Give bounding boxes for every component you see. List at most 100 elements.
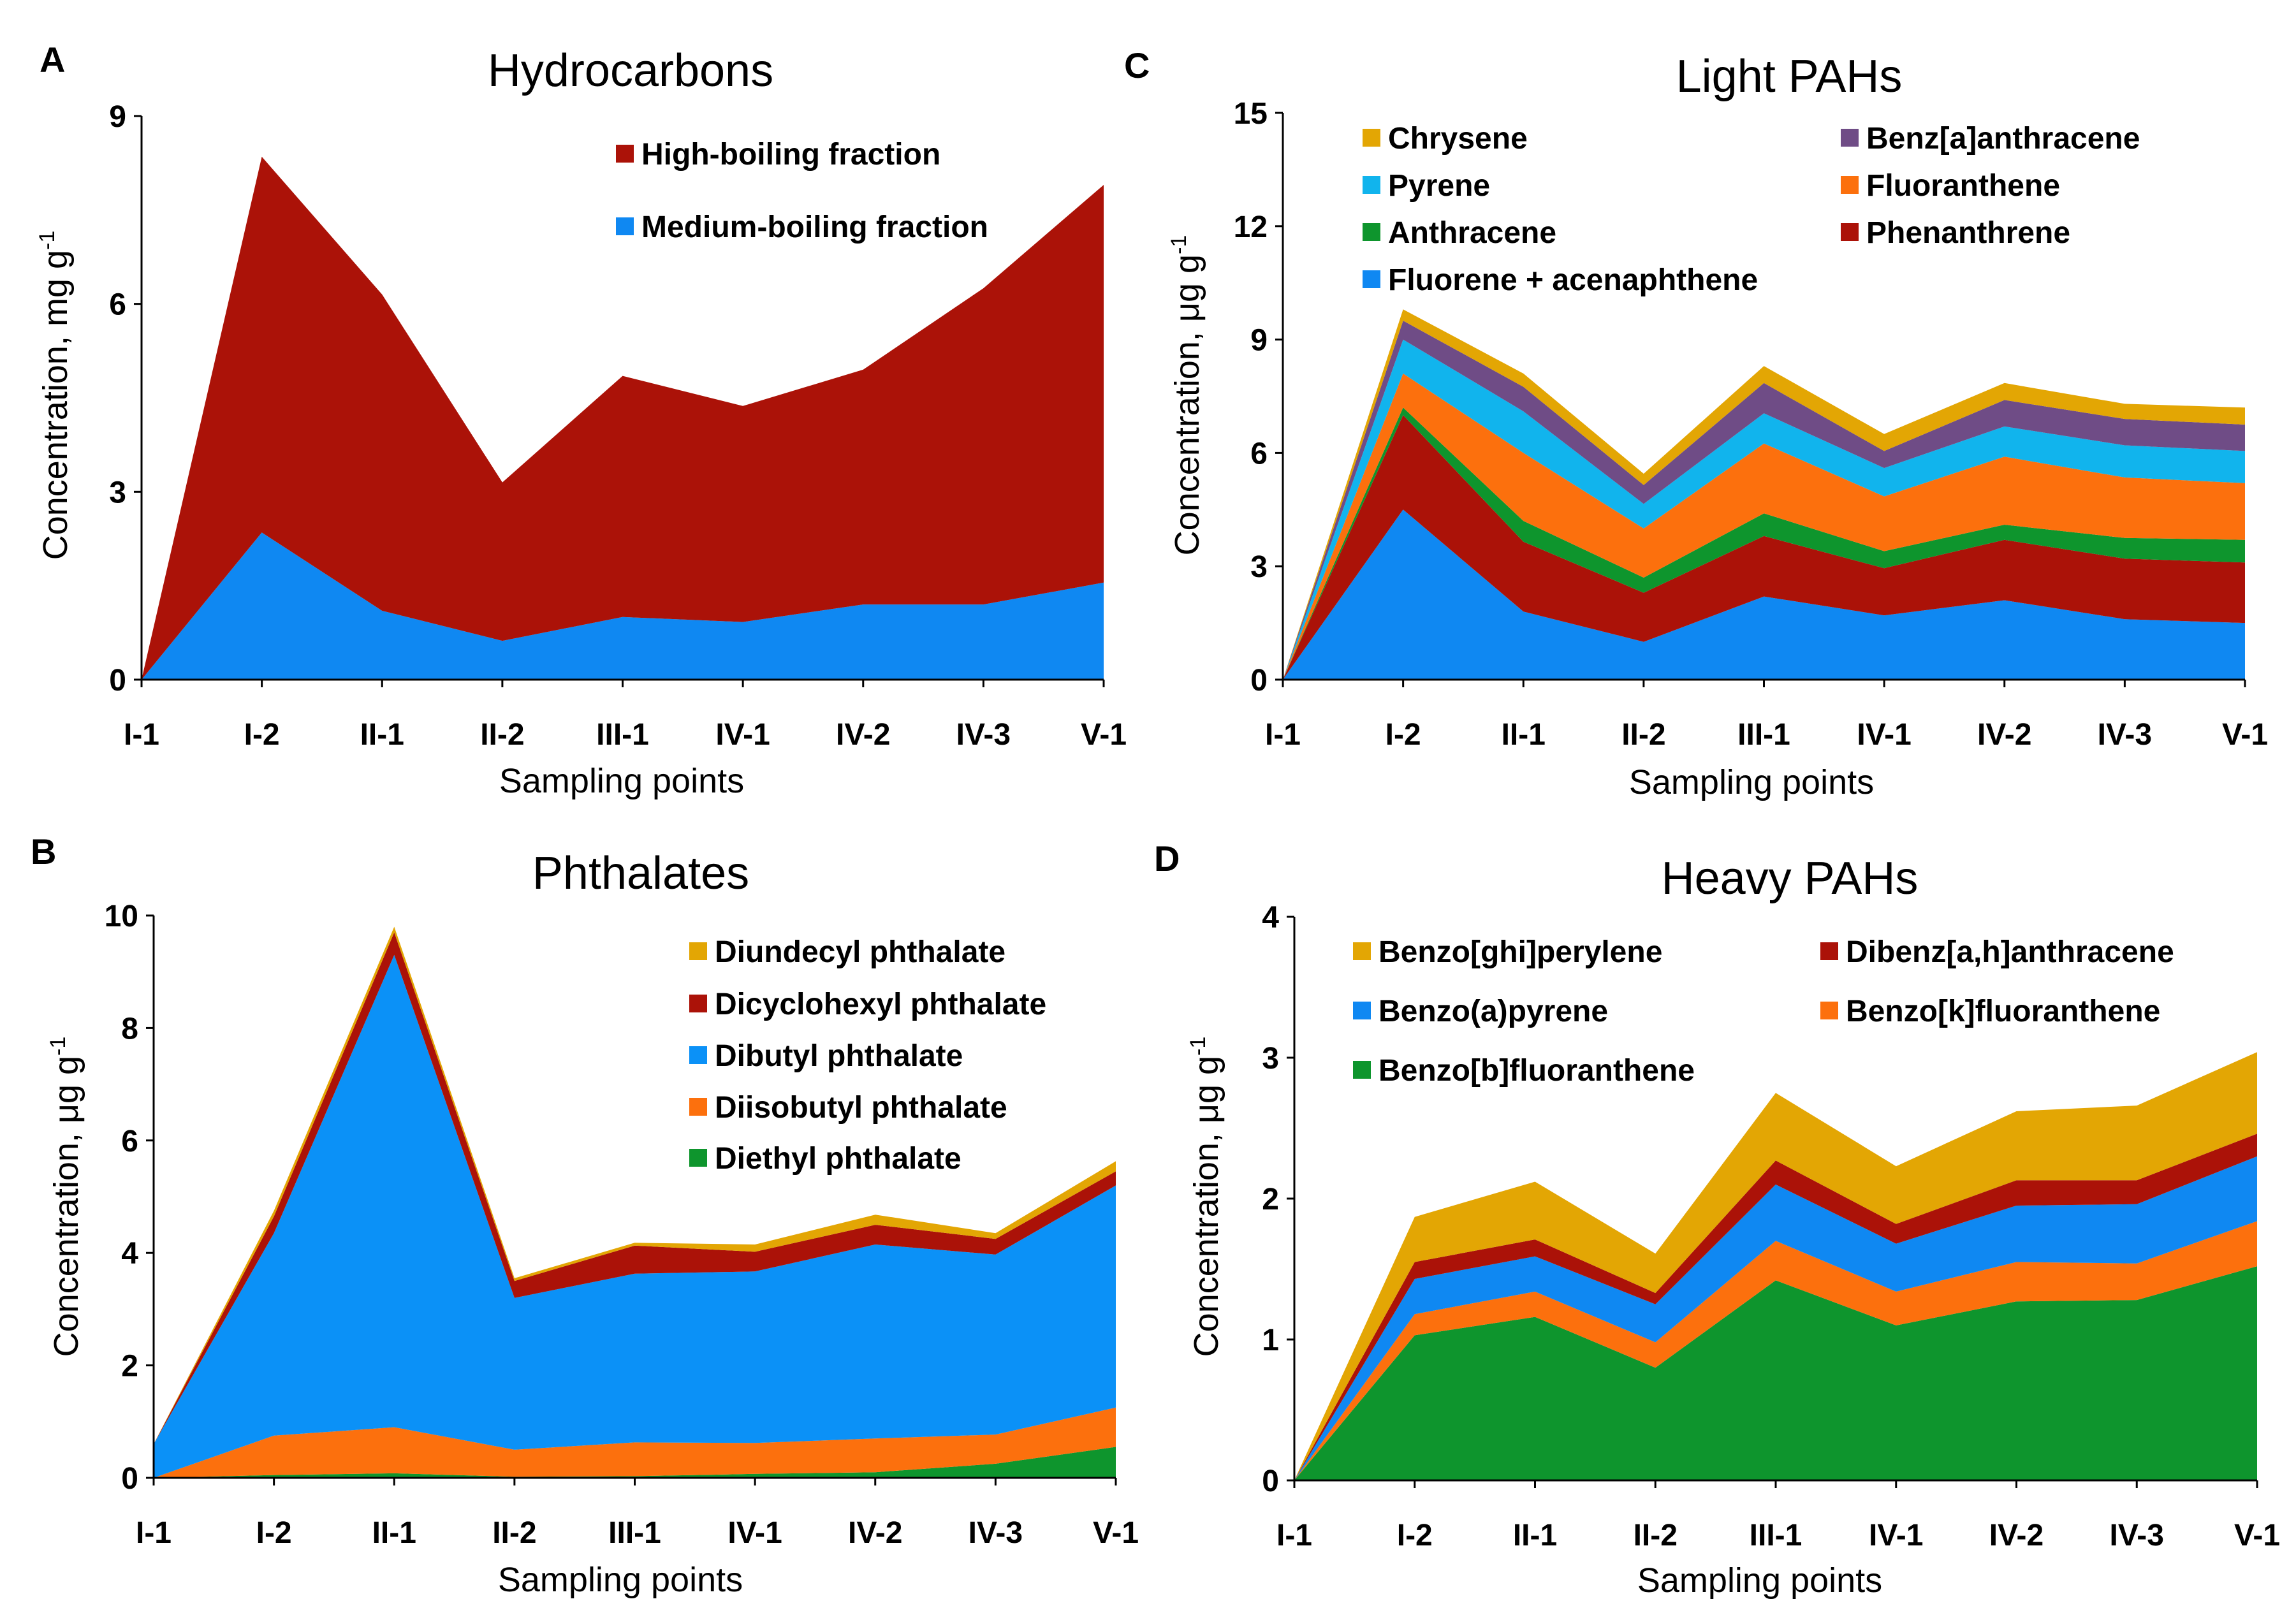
legend-swatch-fluorene-acenaphthene xyxy=(1363,270,1380,288)
y-tick-label: 3 xyxy=(109,476,126,509)
y-tick-label: 1 xyxy=(1262,1324,1279,1357)
legend-label-diisobutyl-phthalate: Diisobutyl phthalate xyxy=(715,1091,1007,1125)
panel-c-title: Light PAHs xyxy=(1676,51,1903,102)
y-tick-label: 10 xyxy=(105,900,138,933)
area-fluorene-acenaphthene xyxy=(1283,509,2245,680)
area-benzo-b-fluoranthene xyxy=(1294,1266,2257,1480)
x-tick-label: II-2 xyxy=(1621,718,1665,752)
x-tick-label: IV-2 xyxy=(1977,718,2031,752)
x-tick-label: II-1 xyxy=(372,1516,416,1550)
y-tick-label: 3 xyxy=(1262,1042,1279,1076)
panel-d-legend: Benzo[ghi]perylene Dibenz[a,h]anthracene… xyxy=(1353,935,2174,1088)
legend-swatch-chrysene xyxy=(1363,129,1380,147)
panel-a-letter: A xyxy=(40,40,65,80)
x-tick-label: V-1 xyxy=(1093,1516,1139,1550)
x-tick-label: V-1 xyxy=(2222,718,2268,752)
y-tick-label: 0 xyxy=(1262,1464,1279,1498)
area-fluoranthene xyxy=(1283,373,2245,680)
x-tick-label: V-1 xyxy=(2234,1519,2280,1552)
area-phenanthrene xyxy=(1283,415,2245,680)
legend-swatch-medium-boiling-fraction xyxy=(616,217,634,235)
x-tick-label: IV-2 xyxy=(836,718,890,752)
legend-label-benzo-ghi-perylene: Benzo[ghi]perylene xyxy=(1378,935,1662,969)
panel-a-ylabel: Concentration, mg g-1 xyxy=(35,231,75,560)
panel-d-areas xyxy=(1294,1052,2257,1480)
x-tick-label: II-1 xyxy=(1513,1519,1557,1552)
x-tick-label: IV-3 xyxy=(2098,718,2152,752)
legend-label-phenanthrene: Phenanthrene xyxy=(1866,216,2070,250)
x-tick-label: II-1 xyxy=(1502,718,1546,752)
panel-d-ylabel: Concentration, μg g-1 xyxy=(1186,1037,1225,1357)
legend-label-anthracene: Anthracene xyxy=(1388,216,1556,250)
y-tick-label: 15 xyxy=(1234,97,1268,131)
x-tick-label: I-1 xyxy=(1265,718,1301,752)
legend-label-high-boiling-fraction: High-boiling fraction xyxy=(641,138,940,172)
panel-b-areas xyxy=(154,926,1116,1478)
panel-a-xlabel: Sampling points xyxy=(499,762,744,800)
area-anthracene xyxy=(1283,407,2245,680)
x-tick-label: III-1 xyxy=(1737,718,1790,752)
legend-swatch-high-boiling-fraction xyxy=(616,145,634,163)
legend-swatch-benz-a-anthracene xyxy=(1841,129,1859,147)
legend-label-benzo-a-pyrene: Benzo(a)pyrene xyxy=(1378,995,1608,1028)
legend-swatch-dicyclohexyl-phthalate xyxy=(689,995,707,1012)
panel-a-areas xyxy=(142,156,1104,680)
x-tick-label: I-2 xyxy=(1386,718,1421,752)
y-tick-label: 6 xyxy=(121,1125,138,1158)
x-tick-label: I-2 xyxy=(1397,1519,1433,1552)
panel-c-legend: Chrysene Benz[a]anthracene Pyrene Fluora… xyxy=(1363,122,2140,297)
legend-label-benz-a-anthracene: Benz[a]anthracene xyxy=(1866,122,2140,156)
x-tick-label: IV-3 xyxy=(2110,1519,2164,1552)
panel-c-x-ticks: I-1 I-2 II-1 II-2 III-1 IV-1 IV-2 IV-3 V-1 xyxy=(1265,680,2268,752)
panel-d-x-ticks: I-1 I-2 II-1 II-2 III-1 IV-1 IV-2 IV-3 V-1 xyxy=(1276,1480,2280,1552)
panel-b-letter: B xyxy=(31,831,56,872)
area-high-boiling-fraction xyxy=(142,156,1104,680)
legend-label-dicyclohexyl-phthalate: Dicyclohexyl phthalate xyxy=(715,988,1046,1021)
legend-swatch-diisobutyl-phthalate xyxy=(689,1098,707,1116)
panel-b-xlabel: Sampling points xyxy=(498,1561,743,1599)
panel-d-title: Heavy PAHs xyxy=(1662,853,1919,904)
y-tick-label: 0 xyxy=(1250,664,1268,697)
legend-swatch-benzo-a-pyrene xyxy=(1353,1002,1371,1019)
x-tick-label: IV-1 xyxy=(715,718,770,752)
legend-swatch-fluoranthene xyxy=(1841,176,1859,194)
x-tick-label: II-2 xyxy=(492,1516,536,1550)
area-benzo-k-fluoranthene xyxy=(1294,1221,2257,1480)
panel-d: D Heavy PAHs 0 1 2 3 4 I-1 I-2 II-1 II-2 III-1 IV… xyxy=(1154,838,2280,1600)
legend-swatch-phenanthrene xyxy=(1841,223,1859,241)
panel-b-x-ticks: I-1 I-2 II-1 II-2 III-1 IV-1 IV-2 IV-3 V-1 xyxy=(136,1478,1139,1550)
x-tick-label: II-2 xyxy=(480,718,524,752)
legend-swatch-dibenz-a-h-anthracene xyxy=(1820,942,1838,960)
area-benzo-ghi-perylene xyxy=(1294,1052,2257,1480)
x-tick-label: II-2 xyxy=(1634,1519,1678,1552)
x-tick-label: I-2 xyxy=(244,718,280,752)
legend-label-fluorene-acenaphthene: Fluorene + acenaphthene xyxy=(1388,263,1758,297)
legend-label-pyrene: Pyrene xyxy=(1388,169,1490,203)
legend-swatch-benzo-k-fluoranthene xyxy=(1820,1002,1838,1019)
legend-swatch-pyrene xyxy=(1363,176,1380,194)
y-tick-label: 2 xyxy=(1262,1183,1279,1216)
panel-a-legend: High-boiling fraction Medium-boiling fra… xyxy=(616,138,988,244)
legend-label-diethyl-phthalate: Diethyl phthalate xyxy=(715,1142,962,1176)
legend-swatch-diundecyl-phthalate xyxy=(689,942,707,960)
x-tick-label: IV-3 xyxy=(956,718,1011,752)
area-diisobutyl-phthalate xyxy=(154,1407,1116,1478)
x-tick-label: IV-2 xyxy=(1989,1519,2044,1552)
y-tick-label: 4 xyxy=(1262,901,1279,935)
y-tick-label: 8 xyxy=(121,1012,138,1046)
y-tick-label: 0 xyxy=(109,664,126,697)
y-tick-label: 9 xyxy=(109,100,126,134)
x-tick-label: IV-2 xyxy=(848,1516,902,1550)
x-tick-label: IV-1 xyxy=(1857,718,1911,752)
x-tick-label: III-1 xyxy=(1750,1519,1802,1552)
x-tick-label: I-2 xyxy=(256,1516,292,1550)
y-tick-label: 4 xyxy=(121,1237,138,1271)
x-tick-label: III-1 xyxy=(608,1516,661,1550)
legend-label-benzo-k-fluoranthene: Benzo[k]fluoranthene xyxy=(1846,995,2160,1028)
panel-c-areas xyxy=(1283,309,2245,680)
x-tick-label: IV-1 xyxy=(728,1516,782,1550)
panel-a-x-ticks: I-1 I-2 II-1 II-2 III-1 IV-1 IV-2 IV-3 V-1 xyxy=(124,680,1127,752)
x-tick-label: I-1 xyxy=(124,718,159,752)
